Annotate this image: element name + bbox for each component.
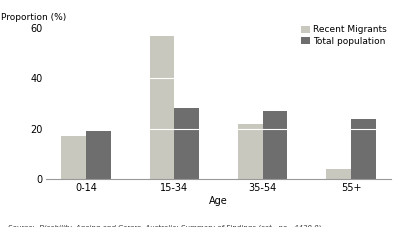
Text: Proportion (%): Proportion (%) <box>0 13 66 22</box>
Bar <box>86 131 111 179</box>
Bar <box>150 36 174 179</box>
Legend: Recent Migrants, Total population: Recent Migrants, Total population <box>301 25 387 46</box>
X-axis label: Age: Age <box>209 195 228 206</box>
Bar <box>238 123 263 179</box>
Bar <box>326 169 351 179</box>
Text: Source:  Disability, Ageing and Carers, Australia: Summary of Findings (cat.  no: Source: Disability, Ageing and Carers, A… <box>8 224 321 227</box>
Bar <box>61 136 86 179</box>
Bar <box>263 111 287 179</box>
Bar <box>351 118 376 179</box>
Bar <box>174 109 199 179</box>
